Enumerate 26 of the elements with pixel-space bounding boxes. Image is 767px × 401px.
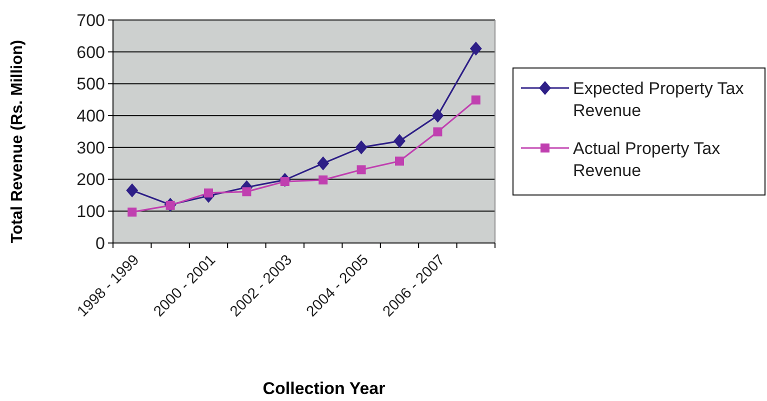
x-axis-title: Collection Year (262, 379, 386, 398)
point (318, 175, 328, 184)
point (242, 187, 252, 196)
y-tick-label: 300 (76, 138, 105, 158)
point (395, 156, 404, 166)
y-tick-label: 0 (96, 234, 105, 253)
y-axis-title: Total Revenue (Rs. Million) (9, 40, 26, 244)
point (432, 108, 444, 123)
point (356, 165, 366, 174)
point (470, 42, 482, 56)
legend-label: Expected Property Tax Revenue (573, 78, 744, 120)
point (433, 127, 442, 136)
point (126, 183, 138, 198)
point (204, 188, 213, 198)
point (471, 95, 480, 104)
point (394, 134, 406, 148)
y-tick-label: 700 (76, 10, 105, 30)
y-tick-label: 600 (76, 42, 105, 62)
y-tick-label: 500 (76, 74, 105, 94)
y-tick-label: 100 (76, 202, 105, 222)
y-tick-label: 200 (76, 170, 105, 190)
point (128, 208, 137, 217)
point (317, 156, 330, 170)
legend-label: Actual Property Tax Revenue (573, 138, 721, 180)
y-tick-label: 400 (76, 106, 105, 126)
point (355, 140, 368, 154)
